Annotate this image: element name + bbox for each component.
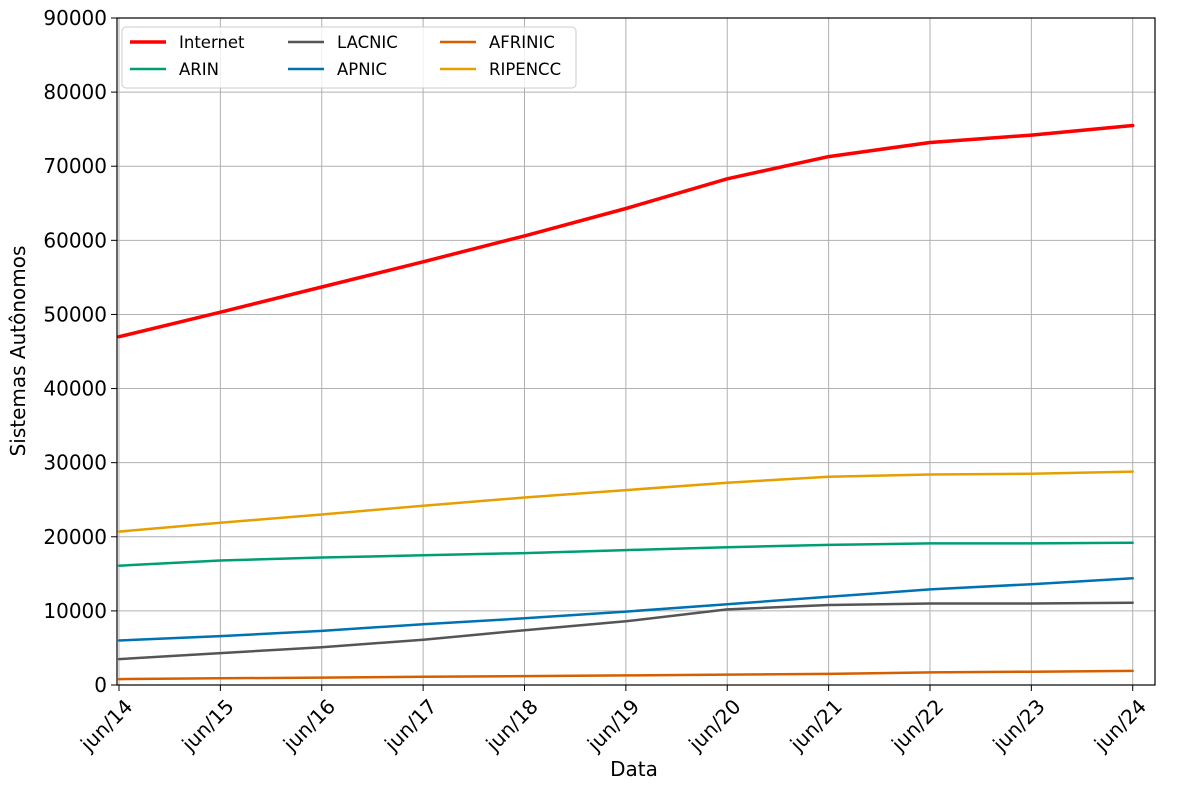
legend: Internet ARIN LACNIC APNIC AFRINIC RIPENCC xyxy=(121,26,577,89)
y-tick-label: 70000 xyxy=(43,154,107,178)
y-tick-label: 20000 xyxy=(43,525,107,549)
series-line-arin xyxy=(117,541,1134,567)
legend-label-apnic: APNIC xyxy=(337,60,387,79)
y-axis-title: Sistemas Autônomos xyxy=(6,246,30,457)
y-tick-label: 10000 xyxy=(43,599,107,623)
x-tick-label: jun/17 xyxy=(379,694,441,756)
legend-label-lacnic: LACNIC xyxy=(337,33,398,52)
x-tick-label: jun/21 xyxy=(785,694,847,756)
x-tick-label: jun/15 xyxy=(176,694,238,756)
legend-label-ripencc: RIPENCC xyxy=(489,60,561,79)
legend-label-internet: Internet xyxy=(179,33,245,52)
plot-frame xyxy=(116,17,1156,686)
x-tick-label: jun/18 xyxy=(480,694,542,756)
y-tick-label: 60000 xyxy=(43,228,107,252)
series-lines xyxy=(117,123,1135,681)
y-axis-ticks: 0 10000 20000 30000 40000 50000 60000 70000 8000… xyxy=(43,6,117,697)
series-line-internet xyxy=(117,123,1135,339)
series-line-ripencc xyxy=(117,470,1134,533)
x-axis-ticks: jun/14 jun/15 jun/16 jun/17 jun/18 jun/19 jun/… xyxy=(75,685,1151,757)
x-tick-label: jun/24 xyxy=(1089,694,1151,756)
y-tick-label: 50000 xyxy=(43,302,107,326)
x-tick-label: jun/20 xyxy=(683,694,745,756)
y-tick-label: 90000 xyxy=(43,6,107,30)
x-tick-label: jun/23 xyxy=(987,694,1049,756)
legend-label-afrinic: AFRINIC xyxy=(489,33,555,52)
series-line-afrinic xyxy=(117,669,1134,681)
legend-label-arin: ARIN xyxy=(179,60,219,79)
x-tick-label: jun/19 xyxy=(582,694,644,756)
y-tick-label: 0 xyxy=(94,673,107,697)
y-tick-label: 40000 xyxy=(43,377,107,401)
y-tick-label: 30000 xyxy=(43,451,107,475)
x-tick-label: jun/22 xyxy=(886,694,948,756)
x-axis-title: Data xyxy=(610,757,658,781)
y-tick-label: 80000 xyxy=(43,80,107,104)
series-line-lacnic xyxy=(117,601,1134,661)
x-tick-label: jun/14 xyxy=(75,694,137,756)
series-line-apnic xyxy=(117,577,1134,642)
x-tick-label: jun/16 xyxy=(278,694,340,756)
